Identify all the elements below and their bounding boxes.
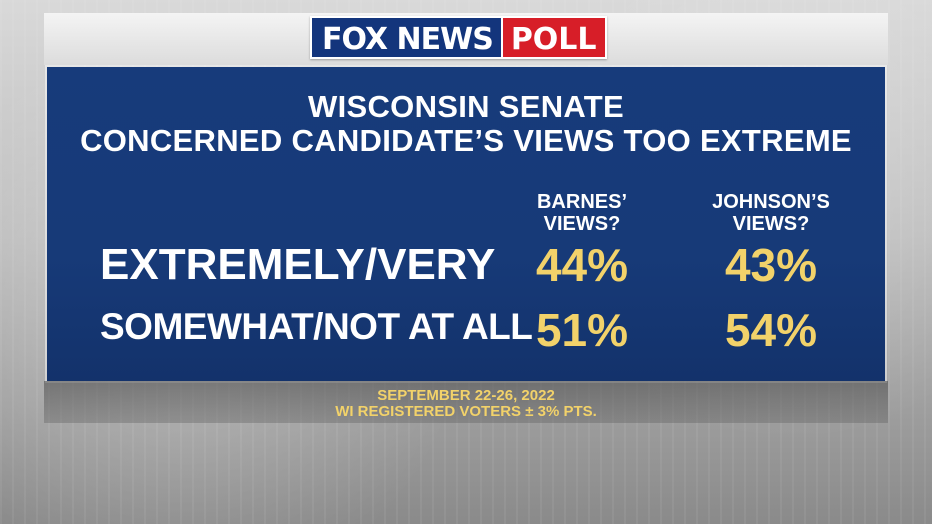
column-header-johnson: JOHNSON’S VIEWS?: [712, 191, 830, 235]
chart-title-line-2: CONCERNED CANDIDATE’S VIEWS TOO EXTREME: [80, 123, 852, 158]
value-extremely-johnson: 43%: [724, 239, 818, 291]
footer-date: SEPTEMBER 22-26, 2022: [377, 387, 555, 404]
value-somewhat-johnson: 54%: [724, 304, 818, 356]
poll-panel: [47, 67, 885, 381]
logo-poll-text: POLL: [500, 16, 607, 59]
logo-fox-news-text: FOX NEWS: [310, 16, 501, 59]
value-somewhat-barnes: 51%: [535, 304, 629, 356]
row-label-extremely-very: EXTREMELY/VERY: [100, 240, 496, 289]
row-label-somewhat-not-at-all: SOMEWHAT/NOT AT ALL: [100, 306, 533, 347]
footer-sample: WI REGISTERED VOTERS ± 3% PTS.: [335, 403, 597, 420]
chart-title-line-1: WISCONSIN SENATE: [308, 89, 624, 124]
value-extremely-barnes: 44%: [535, 239, 629, 291]
column-header-barnes: BARNES’ VIEWS?: [536, 191, 627, 235]
fox-news-poll-logo: FOX NEWS POLL: [310, 16, 607, 59]
footer-bar: [44, 381, 888, 423]
